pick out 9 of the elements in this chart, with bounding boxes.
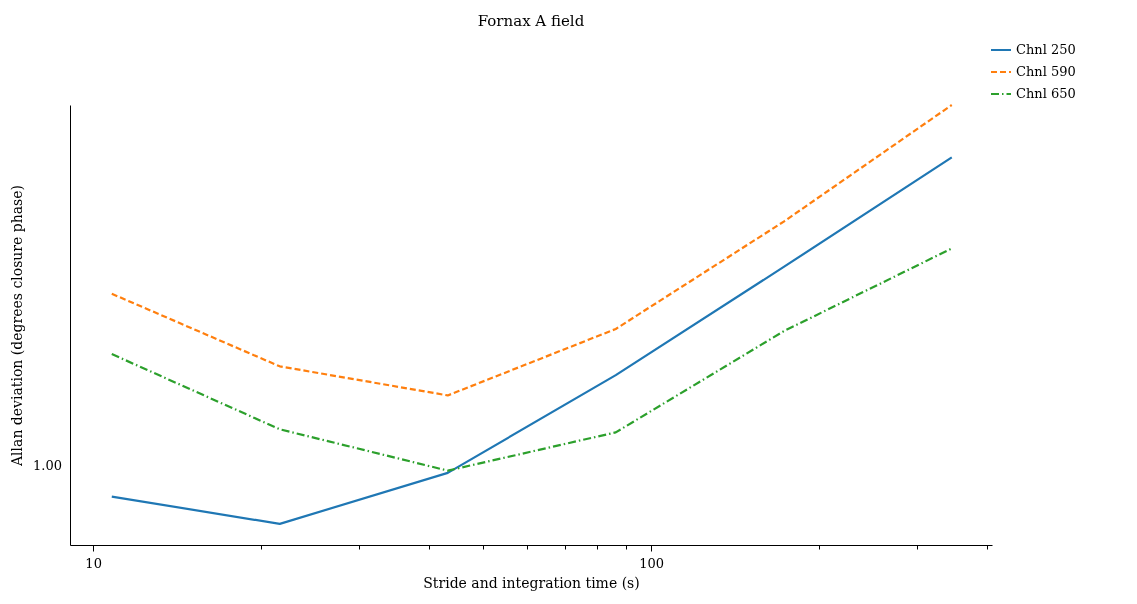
x-axis-title: Stride and integration time (s) [423,574,640,591]
x-tick-label: 100 [639,555,665,571]
legend-label: Chnl 250 [1016,42,1076,57]
text: 1.00 [33,458,62,473]
x-tick-label: 10 [85,555,102,571]
y-axis-title: Allan deviation (degrees closure phase) [8,184,25,468]
chart-title: Fornax A field [477,12,585,30]
legend-label: Chnl 650 [1016,86,1076,101]
legend-label: Chnl 590 [1016,64,1076,79]
